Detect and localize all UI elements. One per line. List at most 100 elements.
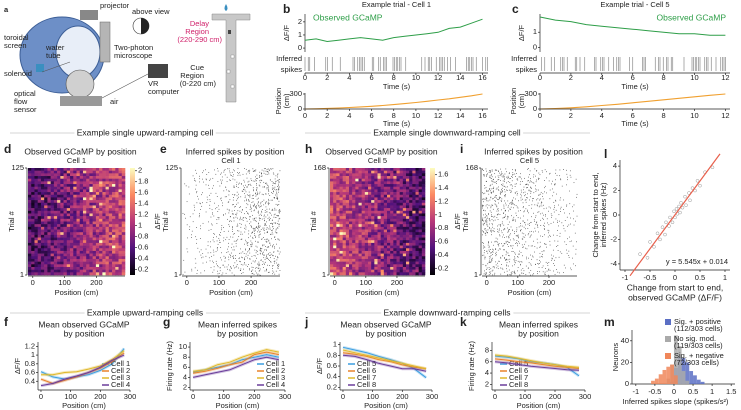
heatmap-cell <box>333 248 337 252</box>
spike-dot <box>531 216 532 218</box>
heatmap-cell <box>396 181 400 185</box>
spike-dot <box>498 197 500 199</box>
heatmap-cell <box>118 205 123 209</box>
spike-dot <box>541 205 543 207</box>
heatmap-cell <box>383 269 388 273</box>
spike-dot <box>503 228 505 230</box>
heatmap-cell <box>115 256 119 260</box>
heatmap-cell <box>92 200 97 204</box>
heatmap-cell <box>112 256 116 260</box>
heatmap-cell <box>40 181 45 185</box>
scatter-point <box>663 232 667 237</box>
heatmap-cell <box>44 210 48 214</box>
heatmap-cell <box>409 256 413 260</box>
spike-dot <box>253 198 254 199</box>
spike-dot <box>244 168 245 169</box>
spike-dot <box>552 195 553 197</box>
spike-dot <box>508 241 509 243</box>
heatmap-cell <box>330 234 334 238</box>
spike-dot <box>502 217 504 219</box>
heatmap-cell <box>99 258 103 262</box>
heatmap-cell <box>377 208 381 212</box>
spike-dot <box>541 212 543 214</box>
heatmap-cell <box>40 224 45 228</box>
heatmap-cell <box>82 234 87 238</box>
heatmap-cell <box>342 250 347 254</box>
spike-dot <box>182 273 184 275</box>
heatmap-cell <box>368 168 372 171</box>
heatmap-cell <box>374 168 378 171</box>
heatmap-cell <box>418 261 423 265</box>
heatmap-cell <box>57 218 61 222</box>
heatmap-cell <box>418 202 423 206</box>
scatter-point <box>679 201 683 205</box>
spike-dot <box>268 193 269 195</box>
spike-dot <box>498 189 500 191</box>
heatmap-cell <box>92 248 97 252</box>
heatmap-cell <box>115 226 119 230</box>
spike-dot <box>503 212 505 214</box>
y-tick-label: 300 <box>524 89 537 98</box>
spike-dot <box>510 245 512 247</box>
heatmap-cell <box>349 197 353 201</box>
spike-dot <box>226 189 228 191</box>
spike-dot <box>251 180 252 182</box>
heatmap-cell <box>371 242 375 246</box>
heatmap-cell <box>102 218 106 222</box>
heatmap-cell <box>31 181 35 185</box>
heatmap-cell <box>380 218 385 222</box>
spike-dot <box>527 180 529 182</box>
spike-dot <box>538 231 539 233</box>
heatmap-cell <box>63 269 68 273</box>
spike-dot <box>560 178 561 180</box>
spike-dot <box>539 247 541 248</box>
heatmap-cell <box>50 181 55 185</box>
spike-dot <box>545 207 547 209</box>
heatmap-cell <box>387 181 391 185</box>
spike-dot <box>272 168 274 170</box>
heatmap-cell <box>112 168 116 171</box>
spike-dot <box>259 191 261 193</box>
spike-dot <box>489 170 490 172</box>
spike-dot <box>236 264 238 265</box>
heatmap-cell <box>383 232 388 236</box>
heatmap-cell <box>339 272 343 276</box>
heatmap-cell <box>336 250 340 254</box>
heatmap-cell <box>390 218 394 222</box>
heatmap-cell <box>31 269 35 273</box>
spike-dot <box>265 173 267 175</box>
heatmap-cell <box>377 253 381 257</box>
spike-dot <box>217 170 219 172</box>
heatmap-cell <box>342 178 347 182</box>
spike-dot <box>510 178 511 179</box>
heatmap-cell <box>31 173 35 177</box>
spike-dot <box>525 247 527 249</box>
heatmap-cell <box>47 186 51 190</box>
spike-dot <box>216 263 217 265</box>
colorbar-tick-label: 0.6 <box>138 243 148 252</box>
spike-dot <box>251 202 253 203</box>
spike-dot <box>277 267 279 269</box>
heatmap-cell <box>73 240 77 244</box>
spike-dot <box>261 180 263 182</box>
spike-dot <box>279 170 281 172</box>
heatmap-cell <box>368 245 372 249</box>
heatmap-cell <box>112 218 116 222</box>
heatmap-cell <box>60 237 64 241</box>
heatmap-cell <box>40 258 45 262</box>
heatmap-cell <box>421 253 426 257</box>
heatmap-cell <box>63 232 68 236</box>
colorbar <box>430 168 435 275</box>
spike-dot <box>512 251 514 252</box>
heatmap-cell <box>115 269 119 273</box>
heatmap-cell <box>31 178 35 182</box>
heatmap-cell <box>118 248 123 252</box>
heatmap-cell <box>418 272 423 276</box>
heatmap-cell <box>342 266 347 270</box>
spike-dot <box>504 191 506 193</box>
heatmap-cell <box>63 194 68 198</box>
heatmap-cell <box>390 261 394 265</box>
heatmap-cell <box>421 189 426 193</box>
heatmap-cell <box>421 256 426 260</box>
spike-dot <box>258 201 259 203</box>
